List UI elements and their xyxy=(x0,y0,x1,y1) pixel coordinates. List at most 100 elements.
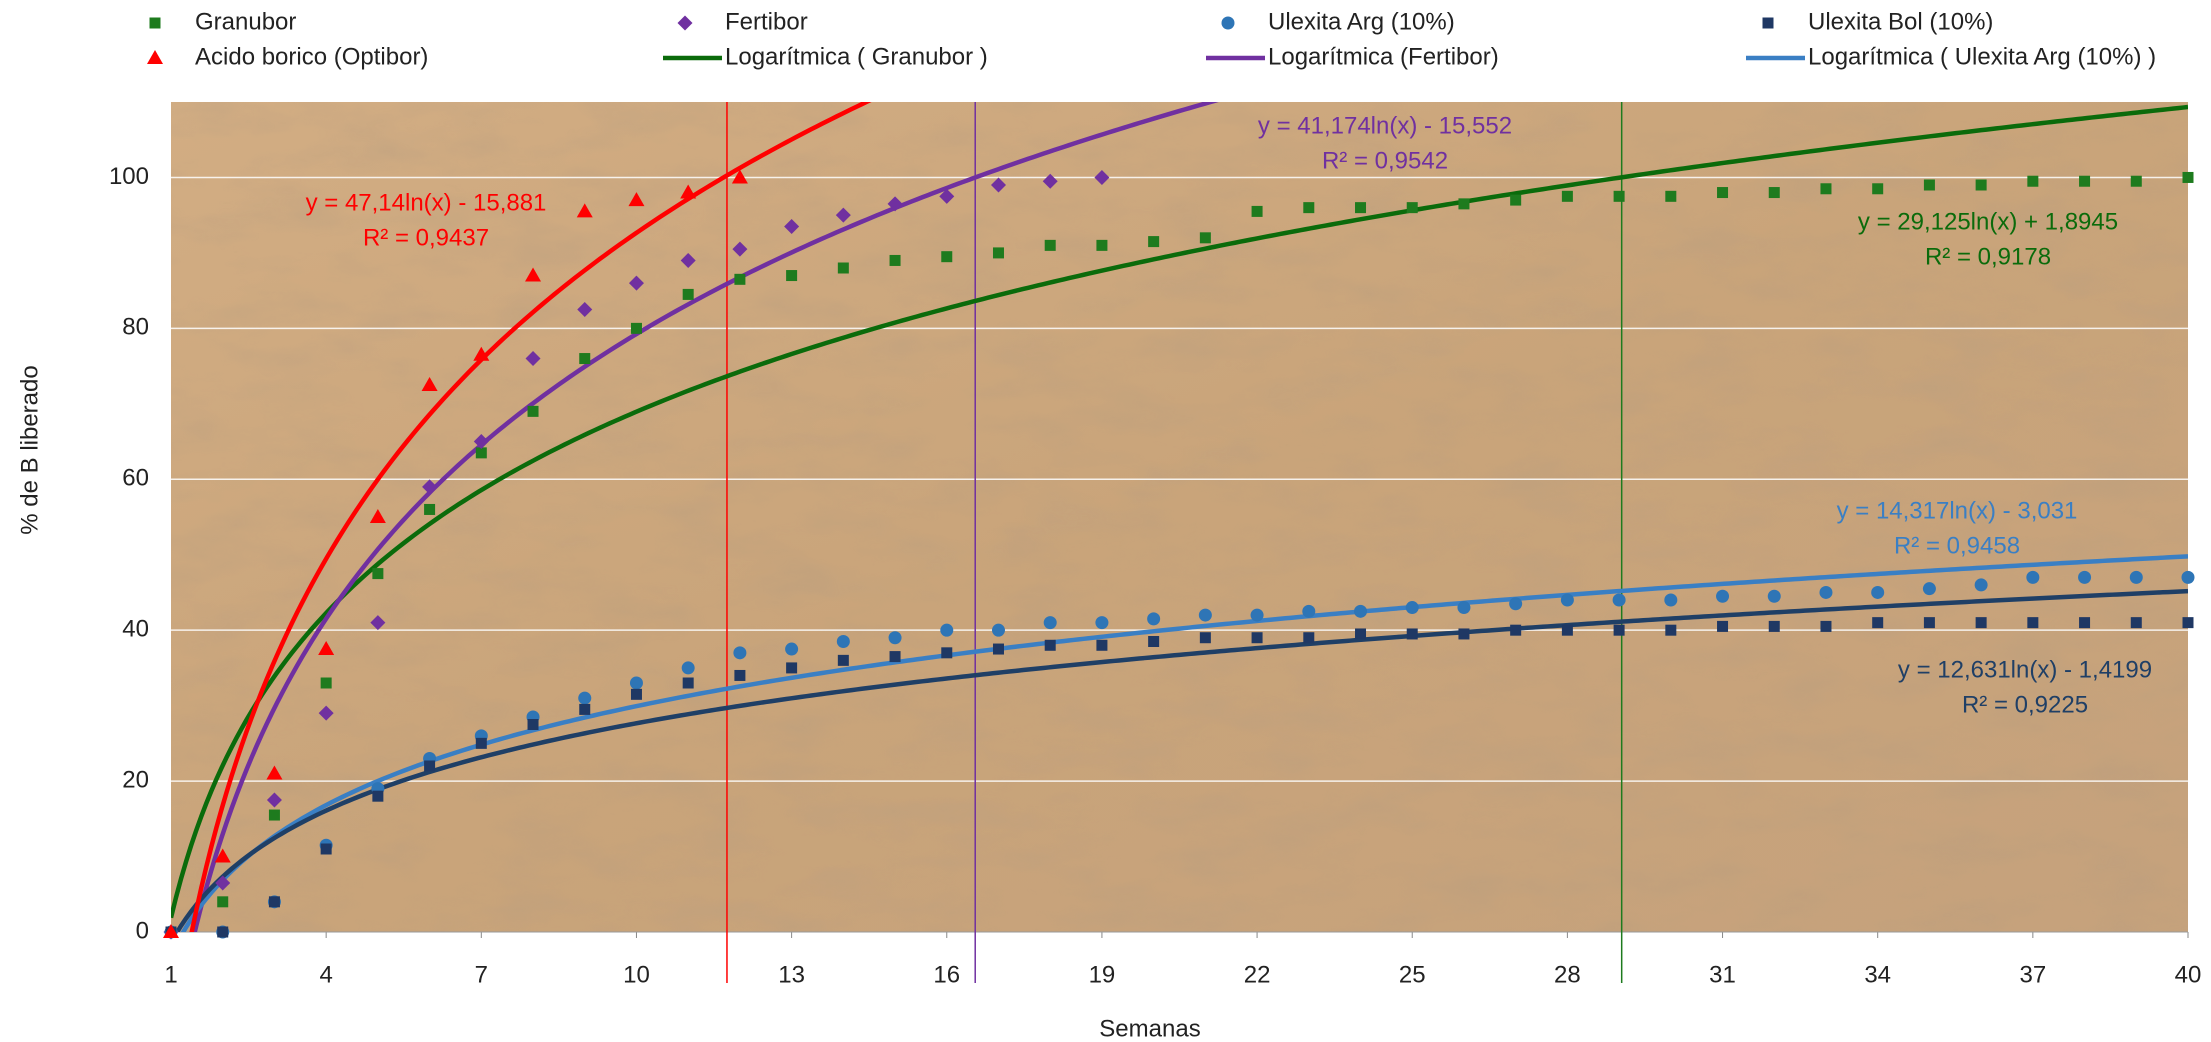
y-tick-label: 80 xyxy=(122,314,149,341)
data-point xyxy=(1562,625,1573,636)
data-point xyxy=(1614,625,1625,636)
data-point xyxy=(2131,617,2142,628)
trendline-r2: R² = 0,9225 xyxy=(1962,691,2088,718)
data-point xyxy=(1147,612,1160,625)
data-point xyxy=(630,677,643,690)
y-tick-label: 100 xyxy=(109,163,149,190)
data-point xyxy=(1769,187,1780,198)
y-tick-label: 40 xyxy=(122,616,149,643)
data-point xyxy=(1562,191,1573,202)
data-point xyxy=(1045,240,1056,251)
data-point xyxy=(683,678,694,689)
data-point xyxy=(733,646,746,659)
data-point xyxy=(1252,206,1263,217)
trendline-r2: R² = 0,9542 xyxy=(1322,147,1448,174)
data-point xyxy=(1302,605,1315,618)
data-point xyxy=(1717,621,1728,632)
x-tick-label: 4 xyxy=(319,961,332,988)
x-axis-label: Semanas xyxy=(1099,1015,1200,1042)
legend-label: Ulexita Bol (10%) xyxy=(1808,8,1993,35)
data-point xyxy=(1976,180,1987,191)
data-point xyxy=(889,631,902,644)
data-point xyxy=(1872,183,1883,194)
data-point xyxy=(734,274,745,285)
trendline-r2: R² = 0,9458 xyxy=(1894,532,2020,559)
data-point xyxy=(2027,617,2038,628)
legend-label: Granubor xyxy=(195,8,296,35)
data-point xyxy=(1045,640,1056,651)
data-point xyxy=(2027,176,2038,187)
data-point xyxy=(1820,183,1831,194)
data-point xyxy=(1354,605,1367,618)
x-tick-label: 1 xyxy=(164,961,177,988)
legend-marker xyxy=(1763,18,1774,29)
data-point xyxy=(1665,191,1676,202)
data-point xyxy=(1458,628,1469,639)
trendline-r2: R² = 0,9178 xyxy=(1925,243,2051,270)
data-point xyxy=(2026,571,2039,584)
data-point xyxy=(528,406,539,417)
data-point xyxy=(2079,176,2090,187)
data-point xyxy=(785,643,798,656)
data-point xyxy=(1096,640,1107,651)
data-point xyxy=(1510,195,1521,206)
data-point xyxy=(1872,617,1883,628)
data-point xyxy=(1924,617,1935,628)
data-point xyxy=(2183,617,2194,628)
data-point xyxy=(321,844,332,855)
data-point xyxy=(1200,232,1211,243)
data-point xyxy=(993,644,1004,655)
data-point xyxy=(1665,625,1676,636)
data-point xyxy=(890,255,901,266)
data-point xyxy=(631,689,642,700)
legend-label: Logarítmica ( Granubor ) xyxy=(725,43,988,70)
data-point xyxy=(372,791,383,802)
data-point xyxy=(476,738,487,749)
data-point xyxy=(424,761,435,772)
data-point xyxy=(2130,571,2143,584)
legend-label: Acido borico (Optibor) xyxy=(195,43,428,70)
data-point xyxy=(269,896,280,907)
data-point xyxy=(941,647,952,658)
data-point xyxy=(269,810,280,821)
data-point xyxy=(1664,594,1677,607)
data-point xyxy=(2182,571,2195,584)
data-point xyxy=(1871,586,1884,599)
legend-label: Logarítmica (Fertibor) xyxy=(1268,43,1499,70)
data-point xyxy=(217,927,228,938)
x-tick-label: 19 xyxy=(1089,961,1116,988)
data-point xyxy=(1406,601,1419,614)
data-point xyxy=(941,251,952,262)
data-point xyxy=(1252,632,1263,643)
data-point xyxy=(1768,590,1781,603)
chart: Semanas % de B liberado 0204060801001471… xyxy=(0,0,2211,1042)
data-point xyxy=(1199,609,1212,622)
data-point xyxy=(786,662,797,673)
data-point xyxy=(1819,586,1832,599)
x-tick-label: 7 xyxy=(475,961,488,988)
data-point xyxy=(1976,617,1987,628)
legend-marker xyxy=(1222,17,1235,30)
data-point xyxy=(1561,594,1574,607)
y-axis-label: % de B liberado xyxy=(16,365,43,534)
data-point xyxy=(992,624,1005,637)
data-point xyxy=(1303,632,1314,643)
data-point xyxy=(1148,636,1159,647)
data-point xyxy=(528,719,539,730)
x-tick-label: 22 xyxy=(1244,961,1271,988)
data-point xyxy=(786,270,797,281)
data-point xyxy=(1509,597,1522,610)
data-point xyxy=(579,353,590,364)
data-point xyxy=(1613,594,1626,607)
data-point xyxy=(579,704,590,715)
data-point xyxy=(683,289,694,300)
data-point xyxy=(1407,628,1418,639)
data-point xyxy=(734,670,745,681)
data-point xyxy=(1717,187,1728,198)
data-point xyxy=(1458,198,1469,209)
trendline-equation: y = 12,631ln(x) - 1,4199 xyxy=(1898,656,2152,683)
data-point xyxy=(940,624,953,637)
data-point xyxy=(1769,621,1780,632)
data-point xyxy=(1820,621,1831,632)
data-point xyxy=(1044,616,1057,629)
